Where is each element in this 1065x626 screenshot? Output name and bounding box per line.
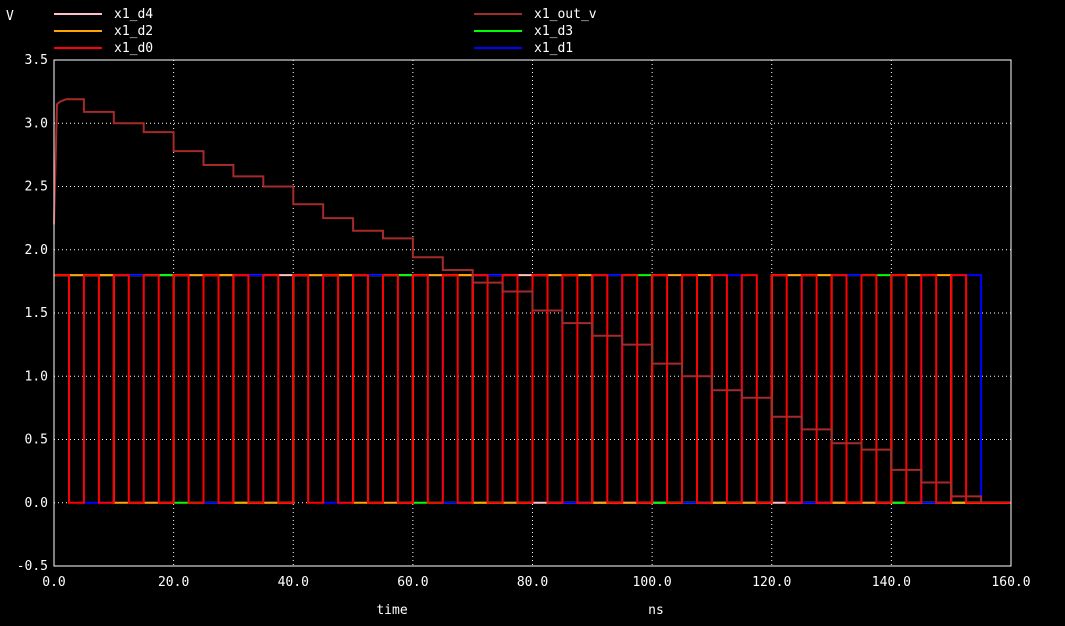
legend-label: x1_out_v bbox=[534, 7, 597, 22]
y-tick-label: -0.5 bbox=[17, 559, 48, 574]
legend-label: x1_d4 bbox=[114, 7, 153, 22]
y-tick-label: 2.5 bbox=[25, 180, 48, 195]
legend: x1_d4 x1_d2 x1_d0 x1_out_v x1_d3 x1_d1 bbox=[54, 7, 597, 56]
x-tick-label: 60.0 bbox=[397, 575, 428, 590]
legend-label: x1_d2 bbox=[114, 24, 153, 39]
x-tick-label: 0.0 bbox=[42, 575, 65, 590]
x-tick-label: 80.0 bbox=[517, 575, 548, 590]
legend-label: x1_d0 bbox=[114, 41, 153, 56]
y-tick-label: 1.5 bbox=[25, 306, 48, 321]
plot-frame bbox=[53, 59, 1012, 567]
y-tick-label: 1.0 bbox=[25, 369, 48, 384]
y-tick-label: 3.5 bbox=[25, 53, 48, 68]
y-axis-label: V bbox=[6, 9, 14, 24]
y-tick-label: 0.0 bbox=[25, 496, 48, 511]
y-tick-label: 0.5 bbox=[25, 433, 48, 448]
series-layer bbox=[53, 98, 1011, 504]
x-tick-label: 160.0 bbox=[991, 575, 1030, 590]
tick-labels: 0.0 20.0 40.0 60.0 80.0 100.0 120.0 140.0 160.0 -… bbox=[17, 53, 1031, 590]
series-line-x1_out_v bbox=[53, 98, 983, 503]
x-tick-label: 20.0 bbox=[158, 575, 189, 590]
legend-label: x1_d1 bbox=[534, 41, 573, 56]
x-axis-unit: ns bbox=[648, 603, 664, 618]
x-axis-label: time bbox=[376, 603, 407, 618]
y-tick-label: 3.0 bbox=[25, 116, 48, 131]
x-tick-label: 120.0 bbox=[752, 575, 791, 590]
x-tick-label: 100.0 bbox=[633, 575, 672, 590]
x-tick-label: 140.0 bbox=[872, 575, 911, 590]
series-line-x1_d0 bbox=[54, 274, 1011, 504]
legend-label: x1_d3 bbox=[534, 24, 573, 39]
y-tick-label: 2.0 bbox=[25, 243, 48, 258]
x-tick-label: 40.0 bbox=[278, 575, 309, 590]
